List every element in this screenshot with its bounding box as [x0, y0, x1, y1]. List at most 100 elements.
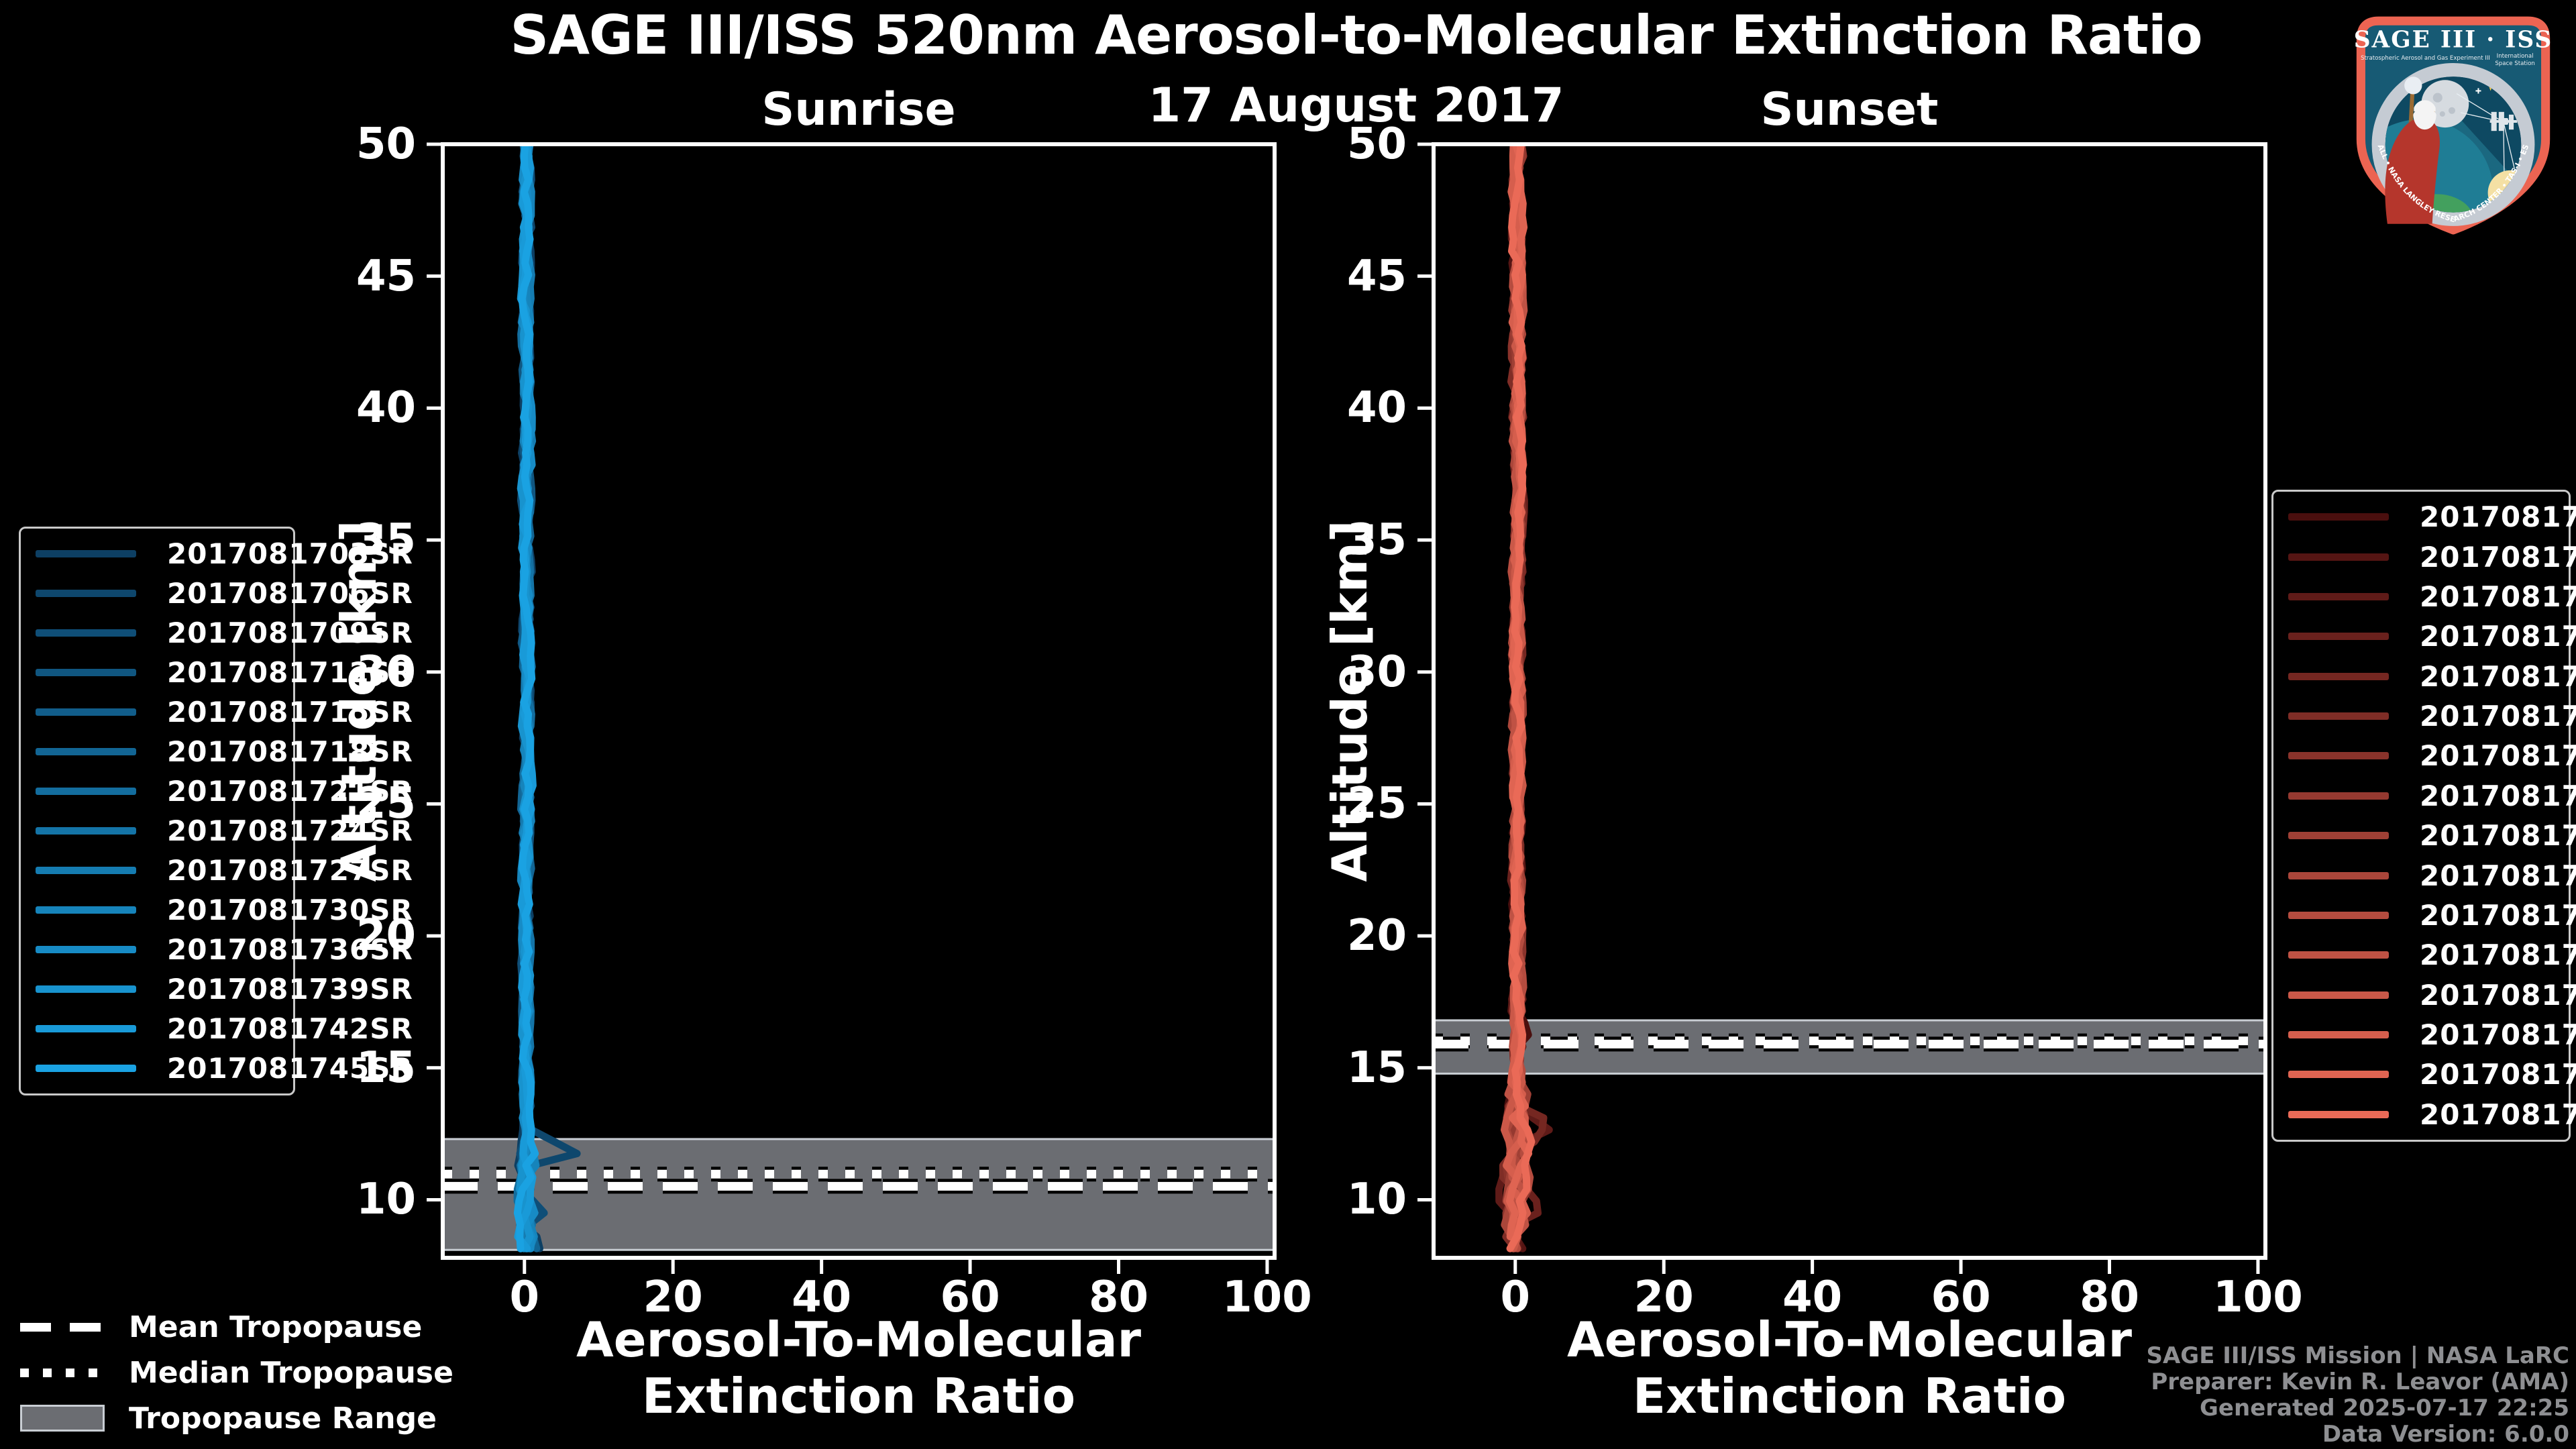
plot-area-sunrise: [427, 142, 1277, 1274]
legend-color-swatch: [2288, 752, 2389, 760]
legend-event-label: 2017081727SR: [167, 854, 413, 887]
legend-color-swatch: [2288, 1071, 2389, 1079]
legend-color-swatch: [2288, 633, 2389, 641]
y-tick-label: 10: [356, 1175, 416, 1225]
patch-tagline-left: Stratospheric Aerosol and Gas Experiment…: [2361, 55, 2490, 62]
legend-entry: 2017081724SR: [36, 814, 413, 847]
legend-event-label: 2017081724SR: [167, 814, 413, 847]
legend-entry: 2017081708SS: [2288, 580, 2576, 613]
legend-entry: 2017081717SS: [2288, 700, 2576, 733]
tropopause-dotted-swatch: [20, 1368, 105, 1377]
legend-color-swatch: [36, 669, 136, 676]
legend-color-swatch: [2288, 513, 2389, 521]
legend-entry: 2017081729SS: [2288, 859, 2576, 892]
legend-event-label: 2017081738SS: [2420, 978, 2576, 1012]
legend-event-label: 2017081706SR: [167, 577, 413, 610]
legend-entry: 2017081738SS: [2288, 979, 2576, 1012]
y-tick-label: 30: [1346, 647, 1407, 697]
legend-event-label: 2017081718SR: [167, 735, 413, 768]
legend-color-swatch: [36, 590, 136, 597]
legend-color-swatch: [36, 1025, 136, 1032]
legend-color-swatch: [36, 906, 136, 914]
legend-event-label: 2017081709SR: [167, 616, 413, 649]
x-tick-label: 0: [1500, 1273, 1531, 1322]
legend-color-swatch: [36, 867, 136, 874]
y-tick-label: 35: [356, 515, 416, 566]
tropopause-legend-row: Tropopause Range: [20, 1401, 453, 1436]
legend-entry: 2017081721SR: [36, 775, 413, 808]
attribution-mission: SAGE III/ISS Mission | NASA LaRC: [2146, 1342, 2570, 1369]
legend-entry: 2017081739SR: [36, 973, 413, 1006]
legend-color-swatch: [2288, 1110, 2389, 1118]
legend-entry: 2017081705SS: [2288, 541, 2576, 574]
x-tick-label: 40: [1782, 1273, 1843, 1322]
legend-color-swatch: [36, 827, 136, 835]
y-tick-label: 25: [1346, 779, 1407, 829]
y-tick-label: 30: [356, 647, 416, 697]
legend-event-label: 2017081711SS: [2420, 620, 2576, 653]
legend-entry: 2017081703SR: [36, 537, 413, 570]
tropopause-range-band: [443, 1138, 1275, 1251]
attribution-generated: Generated 2025-07-17 22:25: [2200, 1395, 2569, 1421]
figure-title: SAGE III/ISS 520nm Aerosol-to-Molecular …: [510, 4, 2202, 66]
legend-entry: 2017081714SS: [2288, 660, 2576, 693]
attribution-version: Data Version: 6.0.0: [2322, 1421, 2569, 1448]
legend-entry: 2017081736SR: [36, 933, 413, 966]
legend-event-label: 2017081714SS: [2420, 659, 2576, 693]
legend-event-label: 2017081741SS: [2420, 1018, 2576, 1052]
legend-event-label: 2017081739SR: [167, 973, 413, 1006]
legend-event-label: 2017081703SR: [167, 537, 413, 570]
legend-entry: 2017081709SR: [36, 616, 413, 649]
y-tick-label: 35: [1346, 515, 1407, 566]
legend-color-swatch: [36, 629, 136, 637]
legend-entry: 2017081718SR: [36, 735, 413, 768]
legend-entry: 2017081742SR: [36, 1012, 413, 1045]
tropopause-legend-label: Tropopause Range: [129, 1401, 437, 1436]
legend-entry: 2017081744SS: [2288, 1058, 2576, 1091]
y-tick-label: 10: [1346, 1175, 1407, 1225]
legend-event-label: 2017081712SR: [167, 656, 413, 689]
y-tick-label: 25: [356, 779, 416, 829]
legend-color-swatch: [2288, 951, 2389, 959]
legend-event-label: 2017081726SS: [2420, 819, 2576, 853]
legend-color-swatch: [2288, 712, 2389, 720]
tropopause-legend: Mean Tropopause Median Tropopause Tropopau…: [20, 1309, 453, 1436]
x-tick-label: 20: [643, 1273, 703, 1322]
x-tick-label: 100: [1222, 1273, 1312, 1322]
legend-event-label: 2017081717SS: [2420, 700, 2576, 733]
tropopause-layer: [1434, 1019, 2265, 1075]
x-axis-label-sunset: Aerosol-To-Molecular Extinction Ratio: [1566, 1311, 2133, 1424]
profiles-layer: [1495, 144, 1553, 1252]
legend-color-swatch: [2288, 672, 2389, 680]
legend-color-swatch: [2288, 553, 2389, 561]
legend-entry: 2017081732SS: [2288, 899, 2576, 932]
profile-line-2017081747SS: [1506, 144, 1536, 1252]
legend-event-label: 2017081732SS: [2420, 898, 2576, 932]
plot-area-sunset: [1417, 142, 2267, 1274]
tropopause-layer: [443, 1138, 1275, 1251]
legend-color-swatch: [36, 985, 136, 993]
legend-event-label: 2017081742SR: [167, 1012, 413, 1045]
attribution-preparer: Preparer: Kevin R. Leavor (AMA): [2151, 1368, 2569, 1395]
iss-icon: [2489, 111, 2518, 131]
legend-color-swatch: [36, 550, 136, 557]
legend-event-label: 2017081721SR: [167, 775, 413, 808]
legend-event-label: 2017081729SS: [2420, 859, 2576, 892]
legend-entry: 2017081741SS: [2288, 1018, 2576, 1051]
tropopause-legend-row: Median Tropopause: [20, 1355, 453, 1390]
x-tick-label: 0: [509, 1273, 540, 1322]
legend-entry: 2017081720SS: [2288, 739, 2576, 772]
legend-event-label: 2017081747SS: [2420, 1097, 2576, 1131]
legend-entry: 2017081711SS: [2288, 620, 2576, 653]
legend-event-label: 2017081735SS: [2420, 938, 2576, 972]
y-tick-label: 20: [356, 911, 416, 961]
y-tick-label: 40: [1346, 383, 1407, 433]
legend-color-swatch: [2288, 991, 2389, 999]
legend-color-swatch: [2288, 911, 2389, 919]
patch-tagline-right-1: International: [2497, 53, 2534, 60]
legend-event-label: 2017081705SS: [2420, 540, 2576, 574]
panel-title-sunset: Sunset: [1760, 83, 1939, 136]
legend-color-swatch: [36, 748, 136, 755]
legend-event-label: 2017081720SS: [2420, 739, 2576, 773]
